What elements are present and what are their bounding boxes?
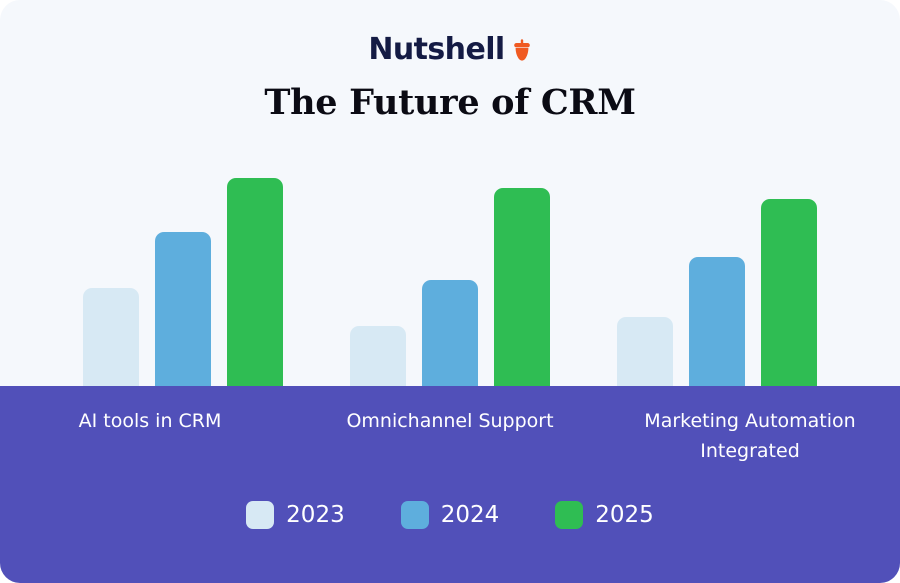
legend-item-2024: 2024	[400, 501, 500, 529]
acorn-icon	[513, 39, 530, 61]
legend-swatch-2023	[246, 501, 275, 529]
page-title: The Future of CRM	[264, 82, 636, 123]
bar-group-marketing-automation	[617, 150, 817, 386]
chart-legend: 2023 2024 2025	[0, 501, 900, 529]
bar-2024-marketing-automation	[689, 257, 745, 386]
legend-label-2024: 2024	[440, 501, 500, 528]
category-label-ai-tools: AI tools in CRM	[78, 410, 222, 432]
legend-label-2025: 2025	[595, 501, 654, 528]
bar-group-ai-tools	[83, 150, 283, 386]
legend-swatch-2024	[400, 501, 429, 529]
bar-2023-ai-tools	[83, 288, 139, 386]
category-label-marketing-automation: Marketing Automation Integrated	[644, 410, 856, 462]
bar-2023-marketing-automation	[617, 317, 673, 386]
legend-swatch-2025	[555, 501, 584, 529]
brand-wordmark: Nutshell	[368, 32, 505, 67]
category-axis-labels: AI tools in CRM Omnichannel Support Mark…	[0, 406, 900, 466]
category-label-omnichannel: Omnichannel Support	[346, 410, 554, 432]
bar-chart-plot	[0, 150, 900, 386]
bar-2025-ai-tools	[227, 178, 283, 386]
legend-item-2025: 2025	[555, 501, 654, 529]
chart-header: Nutshell The Future of CRM	[0, 0, 900, 150]
bar-2023-omnichannel	[350, 325, 406, 386]
legend-item-2023: 2023	[246, 501, 345, 529]
bar-2024-omnichannel	[422, 279, 478, 386]
bar-group-omnichannel	[350, 150, 550, 386]
bar-2025-omnichannel	[494, 188, 550, 386]
bar-2025-marketing-automation	[761, 198, 817, 386]
bar-2024-ai-tools	[155, 232, 211, 386]
legend-label-2023: 2023	[286, 501, 345, 528]
legend-panel: AI tools in CRM Omnichannel Support Mark…	[0, 386, 900, 583]
brand-logo: Nutshell	[368, 30, 531, 70]
